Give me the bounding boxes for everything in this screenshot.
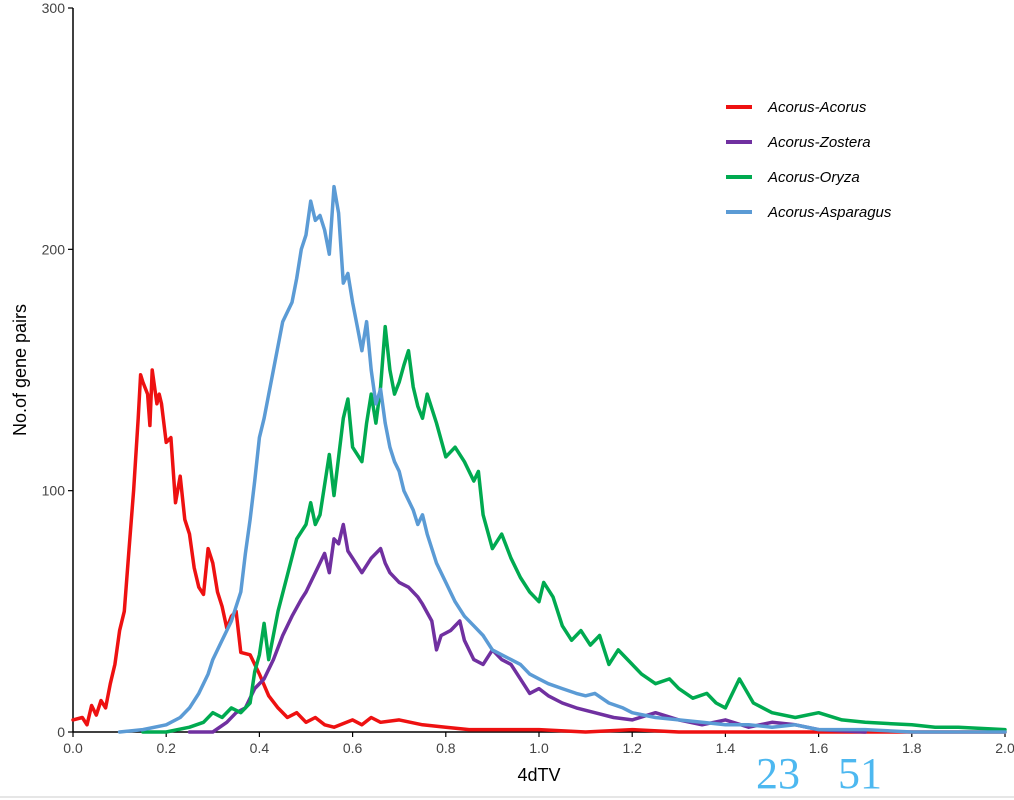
y-tick-label: 0 — [57, 724, 65, 740]
axes — [72, 8, 1005, 733]
x-axis-title: 4dTV — [517, 765, 560, 785]
y-tick-label: 100 — [42, 483, 66, 499]
legend: Acorus-Acorus Acorus-Zostera Acorus-Oryza A… — [726, 99, 892, 221]
x-tick-label: 0.2 — [156, 740, 176, 756]
x-tick-label: 1.8 — [902, 740, 922, 756]
y-tick-label: 300 — [42, 0, 66, 16]
series-line-acorus-acorus — [71, 368, 1007, 734]
legend-label-acorus-asparagus: Acorus-Asparagus — [767, 204, 892, 221]
x-tick-label: 2.0 — [995, 740, 1014, 756]
x-tick-label: 0.6 — [343, 740, 363, 756]
x-tick-label: 0.8 — [436, 740, 456, 756]
x-tick-label: 1.0 — [529, 740, 549, 756]
y-tick-label: 200 — [42, 241, 66, 257]
bottom-divider — [0, 796, 1014, 798]
x-tick-label: 0.0 — [63, 740, 83, 756]
x-tick-label: 1.4 — [716, 740, 736, 756]
y-axis-title: No.of gene pairs — [10, 304, 30, 436]
series-line-acorus-asparagus — [117, 184, 1007, 734]
overlay-number-1: 23 — [756, 749, 800, 798]
x-axis-ticks: 0.0 0.2 0.4 0.6 0.8 1.0 1.2 1.4 1.6 1.8 2.0 — [63, 732, 1014, 756]
series-lines — [71, 184, 1007, 734]
legend-label-acorus-zostera: Acorus-Zostera — [767, 134, 871, 151]
x-tick-label: 1.2 — [622, 740, 642, 756]
legend-label-acorus-oryza: Acorus-Oryza — [767, 169, 860, 186]
x-tick-label: 0.4 — [250, 740, 270, 756]
y-axis-ticks: 0 100 200 300 — [42, 0, 73, 740]
x-tick-label: 1.6 — [809, 740, 829, 756]
series-line-acorus-zostera — [187, 522, 867, 734]
series-line-acorus-oryza — [141, 324, 1007, 734]
overlay-number-2: 51 — [838, 749, 882, 798]
legend-label-acorus-acorus: Acorus-Acorus — [767, 99, 867, 116]
